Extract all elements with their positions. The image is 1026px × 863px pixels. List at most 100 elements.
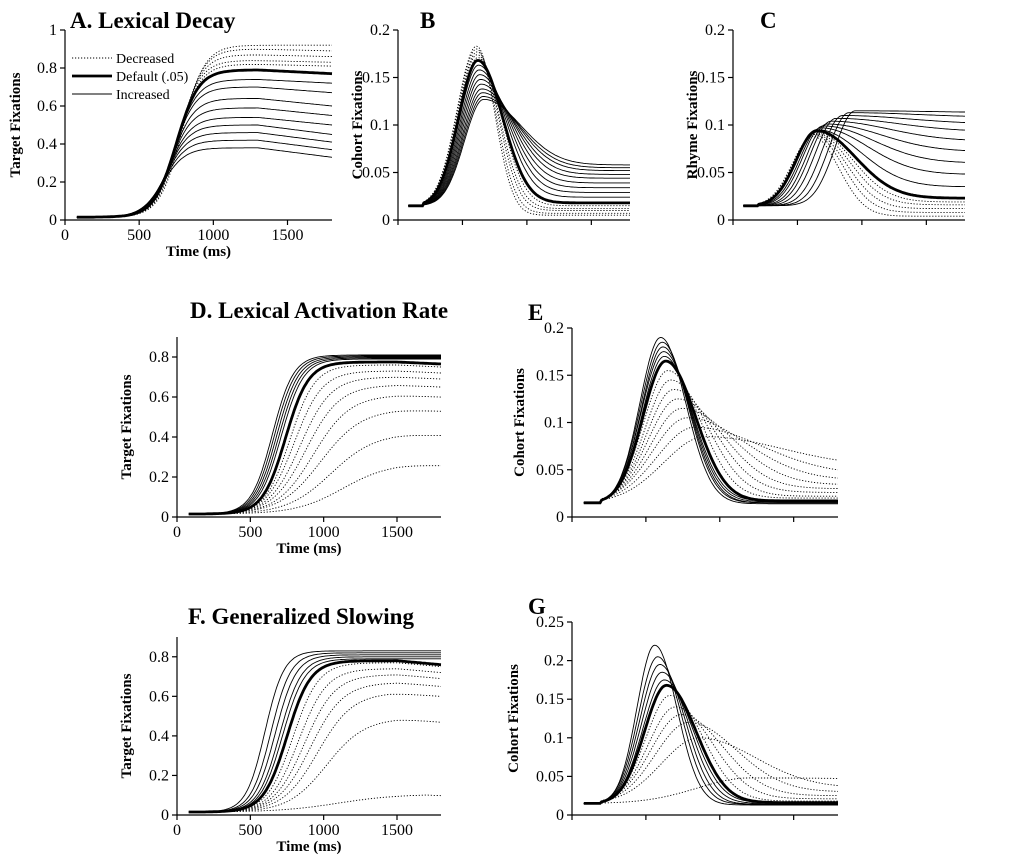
- y-axis-title: Cohort Fixations: [512, 368, 528, 477]
- series-line-thin: [76, 124, 333, 218]
- y-tick-label: 0.15: [697, 70, 725, 87]
- series-line-dotted: [188, 674, 442, 813]
- series-line-thick: [188, 360, 442, 516]
- x-tick-label: 500: [238, 822, 262, 839]
- y-tick-label: 0: [717, 212, 725, 229]
- series-line-thin: [76, 107, 333, 218]
- series-line-thick: [408, 58, 630, 208]
- series-line-thin: [188, 654, 441, 813]
- series-line-thin: [743, 129, 965, 207]
- series-line-dotted: [188, 693, 442, 813]
- series-line-thin: [583, 644, 838, 806]
- series-line-thin: [408, 96, 630, 207]
- x-tick-label: 1000: [308, 524, 340, 541]
- y-axis-title: Target Fixations: [8, 72, 24, 177]
- series-line-thin: [743, 125, 965, 207]
- y-tick-label: 0.05: [697, 165, 725, 182]
- y-tick-label: 0.05: [362, 165, 390, 182]
- series-line-dotted: [583, 714, 838, 804]
- series-line-thin: [408, 92, 630, 207]
- x-tick-label: 0: [173, 822, 181, 839]
- y-axis-title: Cohort Fixations: [506, 664, 522, 773]
- y-tick-label: 0.15: [536, 691, 564, 708]
- panel-title: A. Lexical Decay: [70, 8, 236, 33]
- series-line-dotted: [188, 794, 442, 813]
- y-tick-label: 0.05: [536, 462, 564, 479]
- series-line-thin: [76, 116, 333, 218]
- panel-title: F. Generalized Slowing: [188, 604, 414, 629]
- y-tick-label: 0: [49, 212, 57, 229]
- panel-e: 0 0.05 0.1 0.15 0.2 Cohort Fixations E: [512, 300, 839, 526]
- y-tick-label: 0.15: [362, 70, 390, 87]
- series-line-dotted: [188, 370, 442, 515]
- series-line-dotted: [188, 668, 442, 813]
- series-line-dotted: [583, 737, 839, 804]
- series-line-dotted: [188, 465, 441, 515]
- series-line-thin: [743, 117, 965, 207]
- series-line-thin: [188, 656, 441, 813]
- y-tick-label: 0: [382, 212, 390, 229]
- y-tick-label: 0: [556, 509, 564, 526]
- y-tick-label: 0: [556, 807, 564, 824]
- y-tick-label: 0.1: [544, 730, 564, 747]
- series-line-thin: [188, 652, 441, 813]
- series-line-dotted: [583, 379, 838, 504]
- y-tick-label: 0: [161, 509, 169, 526]
- x-axis-title: Time (ms): [276, 839, 341, 855]
- series-line-dotted: [188, 410, 442, 515]
- x-tick-label: 1000: [308, 822, 340, 839]
- y-tick-label: 0.1: [544, 415, 564, 432]
- series-line-dotted: [583, 426, 839, 504]
- series-line-dotted: [188, 662, 442, 813]
- series-line-thin: [188, 355, 441, 515]
- series-line-thin: [743, 120, 966, 207]
- series-line-thin: [408, 78, 630, 207]
- series-line-thick: [743, 129, 965, 208]
- series-line-thick: [583, 683, 838, 805]
- y-tick-label: 0.4: [149, 728, 169, 745]
- series-line-thin: [188, 658, 441, 813]
- y-tick-label: 0.1: [705, 117, 725, 134]
- series-line-dotted: [188, 364, 442, 515]
- series-line-dotted: [583, 370, 838, 504]
- panel-b: 0 0.05 0.1 0.15 0.2 Cohort Fixations B: [350, 8, 630, 229]
- y-tick-label: 0.4: [37, 136, 57, 153]
- series-line-dotted: [188, 395, 441, 515]
- series-line-thin: [408, 88, 630, 207]
- x-axis-title: Time (ms): [166, 244, 231, 260]
- series-line-thin: [743, 123, 965, 207]
- x-tick-label: 1500: [381, 524, 413, 541]
- x-tick-label: 0: [61, 227, 69, 244]
- series-line-thick: [188, 659, 442, 814]
- y-tick-label: 0.1: [370, 117, 390, 134]
- y-tick-label: 0.8: [149, 349, 169, 366]
- series-line-thin: [583, 337, 838, 505]
- x-tick-label: 1500: [272, 227, 304, 244]
- y-tick-label: 0.4: [149, 429, 169, 446]
- y-axis-title: Cohort Fixations: [350, 70, 366, 179]
- y-axis-title: Target Fixations: [119, 673, 135, 778]
- series-line-dotted: [583, 777, 838, 804]
- series-line-dotted: [583, 417, 839, 504]
- y-tick-label: 0.2: [705, 22, 725, 39]
- series-line-dotted: [188, 719, 442, 813]
- y-axis-title: Target Fixations: [119, 374, 135, 479]
- series-line-dotted: [188, 385, 441, 515]
- panel-g: 0 0.05 0.1 0.15 0.2 0.25 Cohort Fixations G: [506, 594, 839, 824]
- series-line-thin: [76, 139, 333, 218]
- y-tick-label: 0: [161, 807, 169, 824]
- panel-d: 0 0.2 0.4 0.6 0.8 0 500 1000 1500 Time (ms) Target…: [119, 298, 448, 557]
- panel-title: E: [528, 300, 543, 325]
- y-tick-label: 0.2: [37, 174, 57, 191]
- series-line-thin: [76, 147, 333, 218]
- y-tick-label: 0.05: [536, 768, 564, 785]
- series-line-thin: [743, 115, 965, 207]
- legend-label: Default (.05): [116, 70, 189, 85]
- series-line-dotted: [743, 135, 965, 217]
- series-line-thin: [743, 110, 965, 207]
- y-tick-label: 0.25: [536, 614, 564, 631]
- x-tick-label: 0: [173, 524, 181, 541]
- series-line-thin: [188, 357, 441, 515]
- y-axis-title: Rhyme Fixations: [685, 70, 701, 179]
